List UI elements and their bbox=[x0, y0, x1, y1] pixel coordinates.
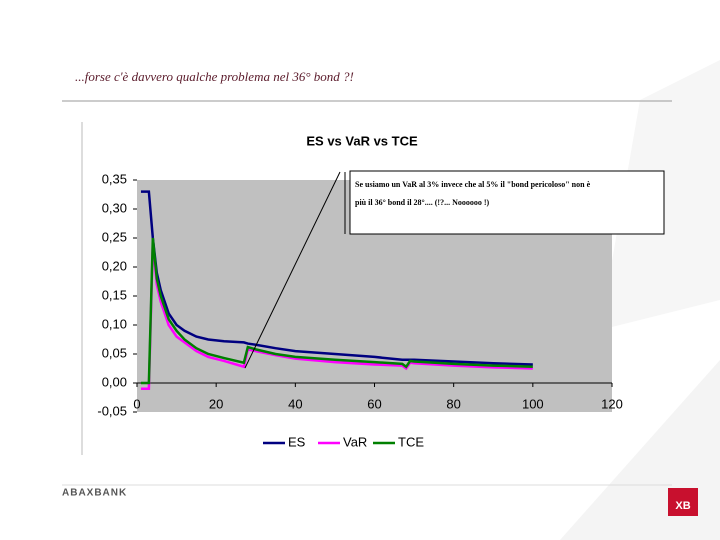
y-tick-label: 0,00 bbox=[102, 374, 127, 389]
brand: ABAXBANK bbox=[62, 488, 127, 499]
y-tick-label: 0,10 bbox=[102, 316, 127, 331]
logo bbox=[668, 488, 698, 516]
callout-line bbox=[244, 171, 341, 369]
logo-text: XB bbox=[675, 500, 690, 512]
chart-title: ES vs VaR vs TCE bbox=[306, 133, 418, 148]
x-tick-label: 0 bbox=[133, 396, 140, 411]
annotation: più il 36° bond il 28°.... (!?... Nooooo… bbox=[355, 198, 490, 207]
y-tick-label: -0,05 bbox=[97, 403, 127, 418]
legend-label: TCE bbox=[398, 434, 424, 449]
x-tick-label: 100 bbox=[522, 396, 544, 411]
series-line bbox=[140, 237, 533, 385]
x-tick-label: 120 bbox=[601, 396, 623, 411]
annotation: Se usiamo un VaR al 3% invece che al 5% … bbox=[355, 180, 591, 189]
y-tick-label: 0,05 bbox=[102, 345, 127, 360]
legend-label: ES bbox=[288, 434, 306, 449]
y-tick-label: 0,25 bbox=[102, 229, 127, 244]
y-tick-label: 0,35 bbox=[102, 171, 127, 186]
y-tick-label: 0,15 bbox=[102, 287, 127, 302]
annotation-box bbox=[349, 170, 665, 235]
x-tick-label: 60 bbox=[367, 396, 381, 411]
legend-label: VaR bbox=[343, 434, 367, 449]
slide-title: ...forse c'è davvero qualche problema ne… bbox=[75, 69, 354, 84]
x-tick-label: 40 bbox=[288, 396, 302, 411]
x-tick-label: 80 bbox=[446, 396, 460, 411]
y-tick-label: 0,30 bbox=[102, 200, 127, 215]
x-tick-label: 20 bbox=[209, 396, 223, 411]
y-tick-label: 0,20 bbox=[102, 258, 127, 273]
